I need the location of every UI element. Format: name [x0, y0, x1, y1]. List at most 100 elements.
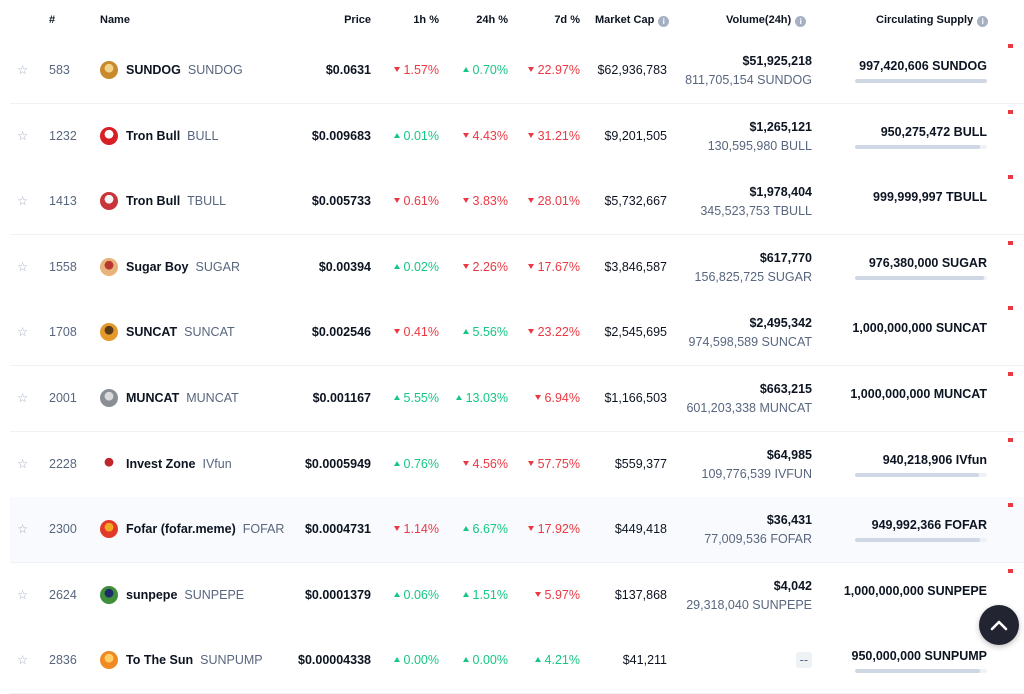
change-7d: 22.97% [527, 63, 580, 77]
change-7d-value: 23.22% [537, 325, 580, 340]
star-icon[interactable]: ☆ [17, 63, 29, 77]
coin-name-cell[interactable]: MUNCAT MUNCAT [100, 388, 239, 408]
info-icon[interactable]: i [795, 16, 807, 27]
table-row[interactable]: ☆ 2836 To The Sun SUNPUMP $0.00004338 0.… [10, 628, 1024, 694]
info-icon[interactable]: i [658, 16, 670, 27]
change-7d-value: 4.21% [544, 653, 580, 668]
caret-up-icon [393, 657, 400, 663]
chevron-up-icon [990, 620, 1008, 631]
volume-tokens: 130,595,980 BULL [707, 138, 812, 153]
volume-usd[interactable]: $1,265,121 [749, 119, 812, 134]
coin-name-cell[interactable]: Sugar Boy SUGAR [100, 257, 240, 277]
change-7d: 57.75% [527, 456, 580, 471]
change-1h-value: 0.61% [403, 194, 439, 209]
change-7d-value: 6.94% [544, 391, 580, 405]
change-1h-value: 0.76% [403, 456, 439, 471]
coin-name: Fofar (fofar.meme) [126, 522, 236, 537]
coin-name: To The Sun [126, 653, 194, 668]
table-row[interactable]: ☆ 1708 SUNCAT SUNCAT $0.002546 0.41% 5.5… [10, 300, 1024, 367]
market-cap: $559,377 [614, 456, 667, 471]
star-icon[interactable]: ☆ [17, 653, 29, 668]
coin-symbol: SUNCAT [184, 325, 235, 340]
volume-usd[interactable]: $51,925,218 [742, 54, 812, 68]
volume-usd[interactable]: $617,770 [759, 250, 812, 265]
change-1h: 1.57% [393, 63, 439, 77]
caret-down-icon [462, 132, 469, 138]
coin-symbol: TBULL [187, 194, 227, 209]
sparkline-edge [1008, 437, 1013, 446]
scroll-to-top-button[interactable] [979, 605, 1019, 645]
star-icon[interactable]: ☆ [17, 128, 29, 143]
volume-usd[interactable]: $663,215 [759, 382, 812, 396]
header-name[interactable]: Name [100, 14, 130, 26]
coin-name-cell[interactable]: Fofar (fofar.meme) FOFAR [100, 519, 284, 539]
sparkline-edge [1008, 306, 1013, 314]
coin-name-cell[interactable]: Tron Bull BULL [100, 126, 218, 146]
table-row[interactable]: ☆ 2624 sunpepe SUNPEPE $0.0001379 0.06% … [10, 562, 1024, 629]
volume-usd[interactable]: $1,978,404 [749, 185, 812, 200]
header-volume[interactable]: Volume(24h) i [726, 14, 807, 27]
supply-progress-bar [855, 144, 987, 149]
coin-name-cell[interactable]: Invest Zone IVfun [100, 454, 232, 474]
volume-usd[interactable]: $4,042 [773, 578, 812, 593]
table-row[interactable]: ☆ 1558 Sugar Boy SUGAR $0.00394 0.02% 2.… [10, 234, 1024, 301]
caret-down-icon [534, 395, 541, 400]
coin-name-cell[interactable]: Tron Bull TBULL [100, 191, 226, 211]
header-supply[interactable]: Circulating Supply i [876, 14, 989, 27]
caret-down-icon [534, 591, 541, 597]
volume-usd[interactable]: $2,495,342 [749, 316, 812, 331]
coin-name-cell[interactable]: SUNDOG SUNDOG [100, 60, 243, 80]
coin-name-cell[interactable]: To The Sun SUNPUMP [100, 650, 263, 670]
change-1h: 0.61% [393, 194, 439, 209]
coin-rank: 1232 [49, 128, 77, 143]
sparkline-edge [1008, 372, 1013, 380]
header-7d[interactable]: 7d % [554, 14, 580, 26]
change-1h: 0.02% [393, 260, 439, 274]
table-row[interactable]: ☆ 1413 Tron Bull TBULL $0.005733 0.61% 3… [10, 169, 1024, 236]
change-24h-value: 4.43% [472, 128, 508, 143]
change-1h: 0.41% [393, 325, 439, 339]
table-row[interactable]: ☆ 1232 Tron Bull BULL $0.009683 0.01% 4.… [10, 103, 1024, 170]
header-rank[interactable]: # [49, 14, 56, 26]
header-1h[interactable]: 1h % [413, 14, 439, 26]
coin-name-cell[interactable]: SUNCAT SUNCAT [100, 322, 235, 342]
table-row[interactable]: ☆ 583 SUNDOG SUNDOG $0.0631 1.57% 0.70% … [10, 38, 1024, 104]
change-7d: 17.92% [527, 522, 580, 536]
circulating-supply: 1,000,000,000 MUNCAT [850, 387, 987, 401]
sparkline-edge [1008, 568, 1013, 577]
coin-price: $0.0004731 [304, 522, 371, 537]
market-cap: $2,545,695 [604, 325, 667, 340]
caret-down-icon [462, 198, 469, 204]
table-row[interactable]: ☆ 2300 Fofar (fofar.meme) FOFAR $0.00047… [10, 497, 1024, 564]
header-market-cap[interactable]: Market Cap i [595, 14, 670, 27]
header-24h[interactable]: 24h % [476, 14, 508, 26]
change-7d-value: 57.75% [537, 456, 580, 471]
table-header: # Name Price 1h % 24h % 7d % Market Cap i… [10, 0, 1024, 39]
volume-usd[interactable]: $64,985 [766, 447, 812, 462]
table-row[interactable]: ☆ 2001 MUNCAT MUNCAT $0.001167 5.55% 13.… [10, 366, 1024, 432]
star-icon[interactable]: ☆ [17, 259, 29, 274]
caret-up-icon [393, 591, 400, 597]
change-1h-value: 1.14% [403, 522, 439, 537]
change-1h: 0.01% [393, 129, 439, 143]
info-icon[interactable]: i [977, 16, 989, 27]
star-icon[interactable]: ☆ [17, 391, 29, 405]
volume-tokens: 29,318,040 SUNPEPE [686, 597, 812, 612]
coin-rank: 2001 [49, 391, 77, 405]
star-icon[interactable]: ☆ [17, 456, 29, 471]
table-row[interactable]: ☆ 2228 Invest Zone IVfun $0.0005949 0.76… [10, 431, 1024, 498]
coin-price: $0.009683 [311, 128, 371, 143]
caret-up-icon [462, 329, 469, 335]
volume-usd[interactable]: $36,431 [766, 513, 812, 528]
star-icon[interactable]: ☆ [17, 325, 29, 340]
volume-tokens: 811,705,154 SUNDOG [685, 73, 812, 87]
change-24h: 6.67% [462, 522, 508, 536]
circulating-supply: 949,992,366 FOFAR [871, 518, 987, 533]
star-icon[interactable]: ☆ [17, 522, 29, 537]
coin-name-cell[interactable]: sunpepe SUNPEPE [100, 585, 244, 605]
star-icon[interactable]: ☆ [17, 194, 29, 209]
circulating-supply: 1,000,000,000 SUNPEPE [843, 583, 987, 598]
header-price[interactable]: Price [344, 14, 371, 26]
star-icon[interactable]: ☆ [17, 587, 29, 602]
market-cap: $41,211 [622, 653, 667, 668]
